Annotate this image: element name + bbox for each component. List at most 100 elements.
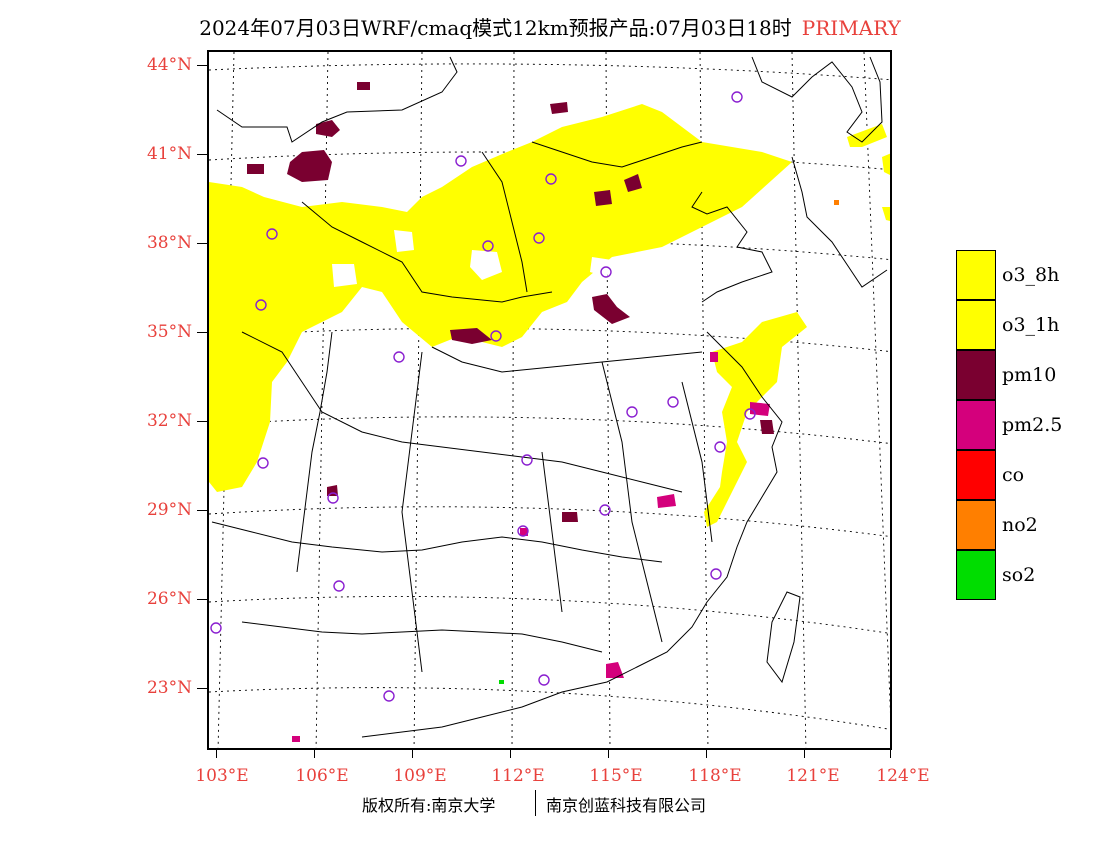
x-label-106e: 106°E: [295, 766, 349, 786]
pm10-patch-6: [594, 190, 612, 206]
copyright-left: 版权所有:南京大学: [362, 796, 496, 815]
map-area: [207, 50, 892, 750]
meridian-118e: [699, 52, 709, 748]
province-line-1: [301, 201, 553, 303]
meridian-115e: [605, 52, 611, 748]
meridian-124e: [863, 52, 890, 714]
province-line-4: [211, 521, 663, 563]
legend-label: o3_1h: [1002, 314, 1060, 336]
no2-marker: [834, 200, 839, 205]
coastline-bohai: [691, 191, 773, 303]
x-label-103e: 103°E: [195, 766, 249, 786]
y-label-26n: 26°N: [146, 589, 192, 609]
station-marker: [521, 454, 533, 466]
x-tick: [412, 750, 413, 758]
station-marker: [255, 299, 267, 311]
x-tick: [314, 750, 315, 758]
province-line-6: [481, 151, 528, 293]
station-marker: [393, 351, 405, 363]
station-marker: [533, 232, 545, 244]
y-tick: [197, 65, 207, 66]
y-tick: [197, 332, 207, 333]
parallel-26n: [209, 596, 890, 634]
map-title: 2024年07月03日WRF/cmaq模式12km预报产品:07月03日18时 P…: [0, 12, 1100, 41]
province-line-9: [296, 331, 333, 573]
legend-item-no2: no2: [956, 500, 1076, 550]
legend-label: pm2.5: [1002, 414, 1063, 436]
legend-swatch: [956, 400, 996, 450]
o3-hole-4: [590, 257, 612, 277]
o3-hole-2: [394, 230, 414, 252]
x-label-112e: 112°E: [491, 766, 545, 786]
pm25-patch-1: [750, 402, 770, 416]
station-marker: [482, 240, 494, 252]
y-label-38n: 38°N: [146, 233, 192, 253]
station-marker: [517, 525, 529, 537]
province-line-8: [401, 351, 423, 673]
y-label-44n: 44°N: [146, 55, 192, 75]
footer-divider: [535, 790, 536, 816]
meridian-121e: [791, 52, 807, 748]
y-tick: [197, 688, 207, 689]
national-border-north: [216, 56, 458, 143]
legend-label: pm10: [1002, 364, 1057, 386]
x-label-115e: 115°E: [589, 766, 643, 786]
meridian-106e: [315, 52, 329, 748]
legend-item-o3-8h: o3_8h: [956, 250, 1076, 300]
station-marker: [383, 690, 395, 702]
pm10-patch-10: [760, 420, 774, 434]
title-main: 2024年07月03日WRF/cmaq模式12km预报产品:07月03日18时: [199, 16, 792, 40]
station-marker: [455, 155, 467, 167]
legend-swatch: [956, 350, 996, 400]
borders: [211, 56, 888, 738]
coastline-east: [361, 331, 783, 738]
legend-swatch: [956, 500, 996, 550]
y-label-29n: 29°N: [146, 500, 192, 520]
legend-swatch: [956, 450, 996, 500]
o3-region-ne: [847, 124, 887, 147]
y-tick: [197, 421, 207, 422]
y-label-23n: 23°N: [146, 678, 192, 698]
parallel-29n: [209, 506, 890, 537]
station-marker: [744, 408, 756, 420]
station-marker: [731, 91, 743, 103]
x-label-121e: 121°E: [786, 766, 840, 786]
o3-region-ne3: [882, 207, 890, 221]
y-tick: [197, 599, 207, 600]
x-label-124e: 124°E: [876, 766, 930, 786]
y-tick: [197, 243, 207, 244]
pm10-patch-1: [287, 150, 332, 182]
y-tick: [197, 510, 207, 511]
pm25-patch-2: [657, 494, 676, 508]
province-line-3: [241, 331, 683, 493]
meridian-103e: [217, 52, 235, 748]
title-tag: PRIMARY: [801, 16, 901, 40]
province-line-7: [601, 361, 663, 643]
pm25-patch-4: [710, 352, 718, 362]
x-tick: [216, 750, 217, 758]
coastline-korea: [791, 156, 888, 288]
pm10-patch-7: [624, 174, 642, 192]
station-marker: [599, 504, 611, 516]
station-marker: [545, 173, 557, 185]
o3-region-ne2: [882, 153, 890, 175]
station-marker: [266, 228, 278, 240]
station-marker: [714, 441, 726, 453]
x-label-109e: 109°E: [393, 766, 447, 786]
station-marker: [257, 457, 269, 469]
province-line-5: [241, 621, 603, 653]
province-line-11: [541, 451, 563, 613]
parallel-44n: [209, 63, 890, 81]
x-tick: [608, 750, 609, 758]
province-line-12: [681, 381, 713, 543]
y-label-35n: 35°N: [146, 322, 192, 342]
y-label-32n: 32°N: [146, 411, 192, 431]
y-label-41n: 41°N: [146, 144, 192, 164]
copyright-right: 南京创蓝科技有限公司: [546, 796, 707, 815]
station-marker: [626, 406, 638, 418]
meridian-112e: [511, 52, 515, 748]
pm10-patch-5: [450, 328, 492, 344]
pm10-patch-3: [247, 164, 264, 174]
parallel-23n: [209, 687, 890, 730]
pm25-patch-3: [606, 662, 624, 678]
